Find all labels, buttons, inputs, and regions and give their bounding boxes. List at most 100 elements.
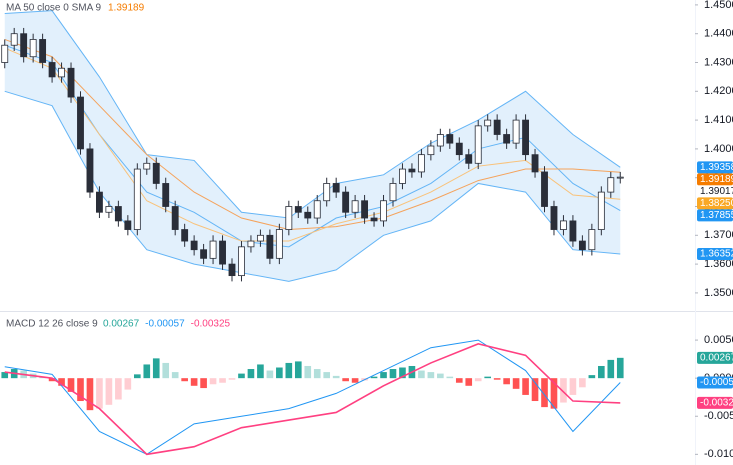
histogram-bar <box>294 361 302 379</box>
candle-body <box>39 39 47 63</box>
candle-body <box>86 148 94 193</box>
candle-body <box>465 154 473 164</box>
candle-body <box>219 240 226 265</box>
candle-body <box>436 134 444 147</box>
price-tag-label: 1.36352 <box>700 249 733 260</box>
candle-body <box>105 206 113 213</box>
histogram-bar <box>616 357 624 379</box>
price-tag <box>697 185 733 198</box>
candle-body <box>152 162 160 184</box>
histogram-bar <box>209 378 217 385</box>
candle-body <box>550 206 558 230</box>
candle-body <box>380 200 387 222</box>
price-tag-label: 0.00267 <box>700 352 733 363</box>
candle-body <box>266 234 274 259</box>
candle-body <box>247 240 255 248</box>
histogram-bar <box>541 378 548 408</box>
histogram-bar <box>351 378 359 383</box>
histogram-bar <box>446 376 454 379</box>
candle-body <box>427 145 435 156</box>
candle-body <box>607 177 615 193</box>
candle-body <box>124 220 132 230</box>
histogram-bar <box>67 378 75 392</box>
legend-value: 0.00267 <box>103 319 140 330</box>
histogram-bar <box>313 369 321 379</box>
candle-body <box>560 220 567 230</box>
candle-body <box>332 183 340 193</box>
histogram-bar <box>219 378 226 383</box>
indicator-line <box>4 339 621 455</box>
histogram-bar <box>465 378 473 386</box>
candle-body <box>446 134 454 144</box>
candle-body <box>238 246 245 277</box>
y-tick-label: -0.00500 <box>704 410 733 422</box>
histogram-bar <box>380 372 387 379</box>
candle-body <box>209 240 217 259</box>
candle-body <box>417 154 425 173</box>
candle-body <box>48 62 56 78</box>
histogram-bar <box>332 375 340 379</box>
histogram-bar <box>105 378 113 405</box>
histogram-bar <box>399 367 406 379</box>
price-tag <box>697 351 733 364</box>
candle-body <box>171 206 179 230</box>
price-tag-label: 1.39358 <box>700 162 733 173</box>
histogram-bar <box>550 378 558 409</box>
price-tag-label: -0.00325 <box>700 398 733 409</box>
histogram-bar <box>247 369 255 379</box>
candle-body <box>399 168 406 184</box>
price-tag-label: 1.39017 <box>700 186 733 197</box>
candle-body <box>531 154 539 173</box>
indicator-line <box>4 90 621 282</box>
histogram-bar <box>560 378 567 403</box>
histogram-bar <box>1 372 9 379</box>
candle-body <box>455 142 463 156</box>
candle-body <box>541 171 548 207</box>
y-tick-label: 1.43000 <box>704 56 733 68</box>
candle-body <box>20 33 28 58</box>
price-tag <box>697 173 733 186</box>
histogram-bar <box>370 376 378 379</box>
histogram-bar <box>531 378 539 402</box>
y-tick-label: 0.00500 <box>704 334 733 346</box>
histogram-bar <box>86 378 94 411</box>
candle-body <box>200 249 208 259</box>
y-tick-label: 1.44000 <box>704 28 733 40</box>
candle-body <box>67 67 75 98</box>
price-tag <box>697 161 733 174</box>
histogram-bar <box>181 378 188 382</box>
histogram-bar <box>598 365 605 379</box>
histogram-bar <box>96 378 103 409</box>
candle-body <box>114 206 122 222</box>
histogram-bar <box>276 367 283 379</box>
histogram-bar <box>342 378 349 382</box>
histogram-bar <box>266 370 274 379</box>
candle-body <box>133 168 141 230</box>
histogram-bar <box>455 378 463 383</box>
histogram-bar <box>437 373 444 379</box>
histogram-bar <box>143 364 151 379</box>
price-tag <box>697 376 733 389</box>
candle-body <box>342 191 350 213</box>
price-tag-label: -0.00057 <box>700 377 733 388</box>
candle-body <box>512 119 520 144</box>
indicator-line <box>4 38 621 231</box>
legend-value: 1.39189 <box>108 3 145 14</box>
candle-body <box>351 200 359 213</box>
histogram-bar <box>474 378 482 382</box>
candle-body <box>493 119 501 135</box>
histogram-bar <box>493 378 501 380</box>
candle-body <box>143 162 151 170</box>
candle-body <box>96 191 103 213</box>
histogram-bar <box>389 369 397 379</box>
histogram-bar <box>569 378 577 395</box>
candle-body <box>304 211 312 219</box>
candle-body <box>569 220 577 242</box>
price-tag <box>697 396 733 409</box>
legend-label: MACD 12 26 close 9 <box>6 319 98 330</box>
y-tick-label: -0.01000 <box>704 448 733 460</box>
candle-body <box>58 67 65 78</box>
candle-body <box>294 206 302 213</box>
